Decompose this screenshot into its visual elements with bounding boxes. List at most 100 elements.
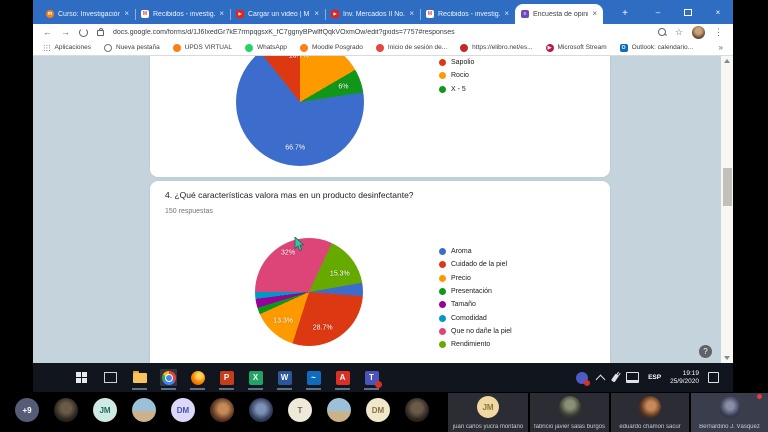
legend-item: Presentación xyxy=(439,285,512,298)
tab-close-icon[interactable]: × xyxy=(409,9,414,18)
bookmark-login[interactable]: Inicio de sesión de... xyxy=(375,43,448,52)
scroll-down-icon[interactable] xyxy=(724,356,730,360)
minimize-button[interactable]: – xyxy=(655,7,661,17)
elibro-icon xyxy=(460,43,469,52)
tab-close-icon[interactable]: × xyxy=(504,9,509,18)
teams-taskbar-icon[interactable]: T xyxy=(363,369,382,390)
word-taskbar-icon[interactable]: W xyxy=(276,369,293,390)
participant-name: eduardo chamon sacur xyxy=(619,424,681,430)
forward-icon[interactable]: → xyxy=(61,26,70,37)
legend-item: Sapolio xyxy=(439,56,474,69)
participant-avatar-+9[interactable]: +9 xyxy=(15,398,39,422)
video-tile-4[interactable]: Bernardino J. Vásquez xyxy=(691,393,768,432)
back-icon[interactable]: ← xyxy=(43,26,52,37)
acrobat-taskbar-icon[interactable]: A xyxy=(334,369,351,390)
participant-avatar-T[interactable]: T xyxy=(288,398,312,422)
display-icon[interactable] xyxy=(626,372,640,383)
teams-icon: T xyxy=(364,370,379,385)
firefox-taskbar-icon[interactable] xyxy=(189,369,206,390)
scroll-up-icon[interactable] xyxy=(724,59,730,63)
address-bar[interactable]: docs.google.com/forms/d/1J6IxedGr7kE7rmp… xyxy=(113,28,455,36)
bookmark-apps-grid[interactable]: Aplicaciones xyxy=(43,43,91,52)
browser-tab-4[interactable]: ▶ Inv. Mercados II No... × xyxy=(325,4,420,24)
tab-close-icon[interactable]: × xyxy=(314,9,319,18)
participant-avatar-photo[interactable] xyxy=(54,398,78,422)
chrome-taskbar-icon[interactable] xyxy=(160,369,177,390)
menu-dots-icon[interactable]: ⋮ xyxy=(714,26,723,37)
browser-tab-5[interactable]: M Recibidos - investig... × xyxy=(420,4,515,24)
help-button[interactable]: ? xyxy=(699,345,712,358)
clock-date: 25/9/2020 xyxy=(670,377,699,385)
bookmark-star-icon[interactable]: ☆ xyxy=(674,26,683,37)
tab-title: Cargar un video | M... xyxy=(248,10,311,18)
participant-name: Bernardino J. Vásquez xyxy=(699,424,760,430)
participant-avatar-photo[interactable] xyxy=(249,398,273,422)
participant-avatar-photo[interactable] xyxy=(132,398,156,422)
profile-avatar[interactable] xyxy=(692,25,705,39)
tile-avatar-photo xyxy=(718,396,741,418)
tab-separator xyxy=(420,9,421,20)
legend-label: Tamaño xyxy=(451,301,476,309)
bookmark-label: WhatsApp xyxy=(256,44,287,51)
bookmark-upds[interactable]: UPDS VIRTUAL xyxy=(172,43,232,52)
windows-logo-icon xyxy=(76,372,87,383)
video-tile-1[interactable]: JM juan carlos yucra montaño xyxy=(448,393,528,432)
tab-title: Inv. Mercados II No... xyxy=(343,10,406,18)
scrollbar[interactable] xyxy=(721,56,733,363)
clock[interactable]: 19:19 25/9/2020 xyxy=(670,370,699,385)
action-center-icon[interactable] xyxy=(708,372,719,383)
tab-close-icon[interactable]: × xyxy=(219,9,224,18)
bookmark-elibro[interactable]: https://elibro.net/es... xyxy=(460,43,533,52)
bookmark-label: UPDS VIRTUAL xyxy=(184,44,232,51)
excel-taskbar-icon[interactable]: X xyxy=(247,369,264,390)
outlook-taskbar-icon[interactable]: ~ xyxy=(305,369,322,390)
recording-indicator xyxy=(757,394,762,399)
new-tab-button[interactable]: + xyxy=(622,7,628,19)
participant-avatar-DM[interactable]: DM xyxy=(171,398,195,422)
bookmark-whatsapp[interactable]: WhatsApp xyxy=(244,43,287,52)
video-tile-2[interactable]: fabricio javier salas burgos xyxy=(530,393,609,432)
task-view-taskbar-icon[interactable] xyxy=(102,369,119,386)
windows-logo-square xyxy=(82,372,87,377)
close-button[interactable]: × xyxy=(715,7,721,17)
browser-tab-2[interactable]: M Recibidos - investig... × xyxy=(135,4,230,24)
teams-tray-icon[interactable] xyxy=(576,371,591,386)
tab-close-icon[interactable]: × xyxy=(592,9,597,18)
start-taskbar-icon[interactable] xyxy=(73,369,90,386)
hidden-icons-caret-icon[interactable] xyxy=(595,374,606,384)
bookmark-label: Inicio de sesión de... xyxy=(387,44,448,51)
powerpoint-taskbar-icon[interactable]: P xyxy=(218,369,235,390)
bookmarks-overflow-chevron-icon[interactable]: » xyxy=(718,43,723,52)
tab-close-icon[interactable]: × xyxy=(124,9,129,18)
browser-tab-3[interactable]: ▶ Cargar un video | M... × xyxy=(230,4,325,24)
bookmark-outlook[interactable]: O Outlook: calendario... xyxy=(619,43,694,52)
participant-avatar-photo[interactable] xyxy=(405,398,429,422)
participant-avatar-DM[interactable]: DM xyxy=(366,398,390,422)
zoom-icon[interactable] xyxy=(657,28,666,36)
video-tile-3[interactable]: eduardo chamon sacur xyxy=(611,393,689,432)
youtube-favicon-icon: ▶ xyxy=(331,10,339,18)
bookmark-label: Outlook: calendario... xyxy=(631,44,694,51)
question-card-4: 4. ¿Qué características valora mas en un… xyxy=(150,181,610,363)
participant-avatar-photo[interactable] xyxy=(327,398,351,422)
bookmark-moodle[interactable]: Moodle Posgrado xyxy=(299,43,363,52)
scrollbar-thumb[interactable] xyxy=(722,168,732,206)
bookmark-stream[interactable]: ▶ Microsoft Stream xyxy=(545,43,607,52)
tab-title: Encuesta de opinió... xyxy=(533,10,588,18)
participant-avatar-photo[interactable] xyxy=(210,398,234,422)
file-explorer-taskbar-icon[interactable] xyxy=(131,369,148,390)
keyboard-language[interactable]: ESP xyxy=(648,374,662,381)
padlock-icon[interactable] xyxy=(97,28,104,36)
form-responses-page: 4. ¿Qué características valora mas en un… xyxy=(33,56,733,363)
browser-tab-6-active[interactable]: ≡ Encuesta de opinió... × xyxy=(515,4,603,24)
browser-tab-1[interactable]: m Curso: Investigación × xyxy=(40,4,135,24)
participant-avatar-JM[interactable]: JM xyxy=(93,398,117,422)
pie-legend: Aroma Cuidado de la piel Precio Presentació… xyxy=(439,245,512,351)
usb-device-icon[interactable] xyxy=(611,373,619,382)
restore-button[interactable] xyxy=(673,0,703,24)
pie-slice-label: 13.3% xyxy=(273,317,294,325)
reload-icon[interactable] xyxy=(79,27,88,37)
tile-avatar-photo xyxy=(639,396,661,418)
bookmark-globe[interactable]: Nueva pestaña xyxy=(104,43,160,52)
moodle-icon xyxy=(299,43,308,52)
